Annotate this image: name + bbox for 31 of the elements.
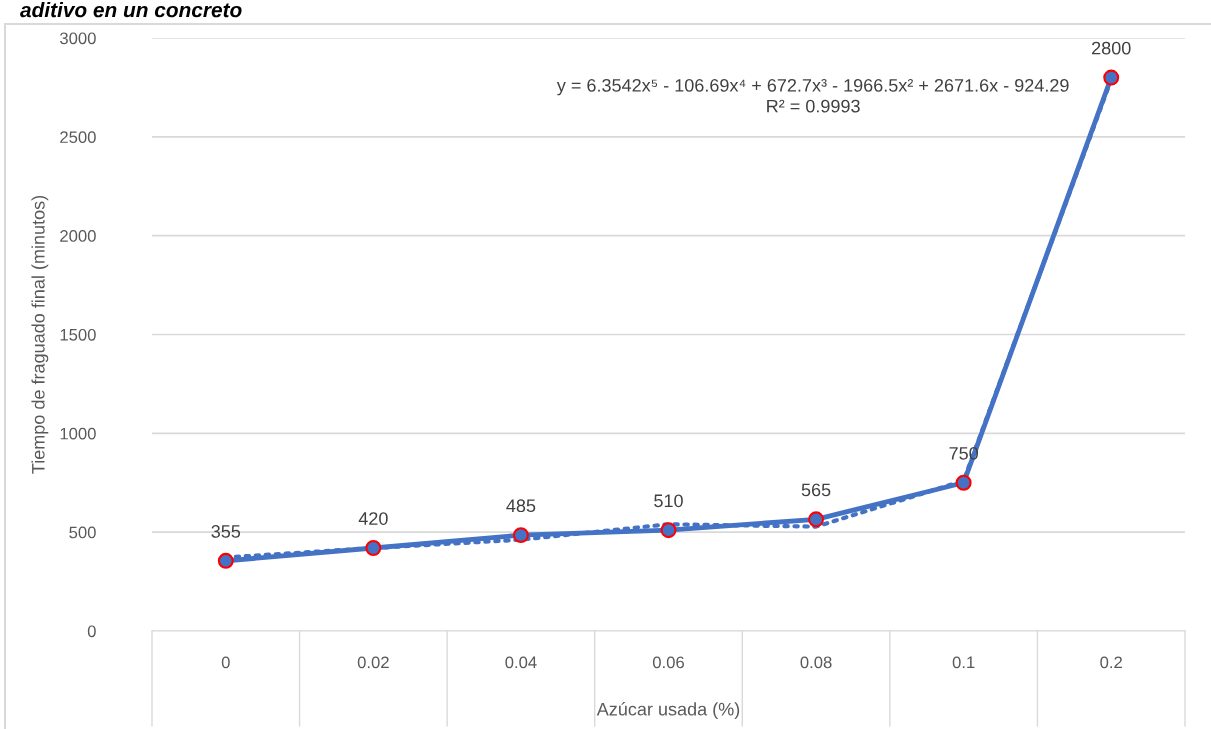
data-label: 510 [654, 494, 683, 508]
data-label: 420 [358, 512, 388, 525]
x-tick-label: 0.08 [800, 656, 832, 669]
point [512, 527, 529, 544]
data-label: 565 [801, 483, 831, 497]
point [660, 522, 677, 539]
point [217, 552, 234, 569]
y-tick-label: 2000 [60, 230, 96, 242]
y-tick-label: 1000 [60, 427, 96, 440]
point [808, 511, 825, 528]
annotation: y = 6.3542x⁵ - 106.69x⁴ + 672.7x³ - 1966.5x² + 2671.6x - 924.29 R² = 0.9993 [556, 78, 1069, 113]
point [1103, 69, 1120, 86]
x-tick-label: 0.04 [505, 656, 537, 669]
y-tick-label: 3000 [60, 32, 96, 45]
data-label: 355 [211, 525, 241, 538]
y-tick-label: 1500 [60, 328, 96, 341]
x-tick-label: 0.2 [1100, 656, 1122, 669]
chart-title: aditivo en un concreto [20, 2, 242, 18]
y-tick-label: 500 [69, 526, 96, 539]
y-axis-title: Tiempo de fraguado final (minutos) [31, 195, 49, 474]
point [955, 474, 972, 491]
y-tick-label: 2500 [60, 131, 96, 144]
data-label: 2800 [1092, 41, 1131, 55]
x-tick-label: 0 [221, 656, 230, 669]
x-axis-title: Azúcar usada (%) [596, 702, 740, 720]
y-tick-label: 0 [87, 625, 96, 638]
data-label: 485 [506, 499, 536, 513]
x-tick-label: 0.02 [357, 656, 389, 669]
x-tick-label: 0.1 [952, 656, 975, 669]
point [365, 540, 382, 556]
x-tick-label: 0.06 [652, 656, 684, 669]
